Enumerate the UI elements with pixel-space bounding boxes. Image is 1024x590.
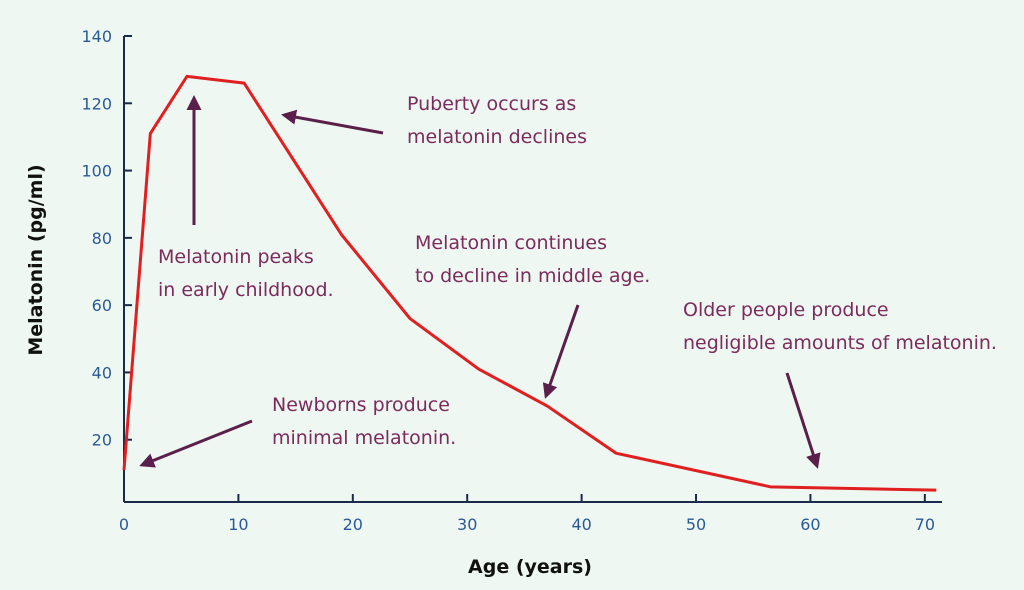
y-tick-label: 100 <box>81 162 112 181</box>
x-tick-label: 10 <box>228 515 248 534</box>
x-tick-label: 0 <box>119 515 129 534</box>
annotation: in early childhood. <box>158 279 334 301</box>
annotation: Melatonin peaks <box>158 246 314 268</box>
x-tick-label: 70 <box>915 515 935 534</box>
x-tick-label: 20 <box>343 515 363 534</box>
y-axis-label: Melatonin (pg/ml) <box>25 164 47 355</box>
y-tick-label: 20 <box>92 431 112 450</box>
annotation: Puberty occurs as <box>407 93 576 115</box>
annotation: minimal melatonin. <box>272 427 456 449</box>
line <box>122 74 937 492</box>
arrow <box>785 372 821 469</box>
annotation: Newborns produce <box>272 394 450 416</box>
annotation: melatonin declines <box>407 126 587 148</box>
x-tick-label: 50 <box>686 515 706 534</box>
x-tick-label: 60 <box>800 515 820 534</box>
y-tick-label: 60 <box>92 296 112 315</box>
x-tick-label: 30 <box>457 515 477 534</box>
arrow <box>281 109 384 135</box>
y-tick-label: 40 <box>92 363 112 382</box>
y-tick-label: 80 <box>92 229 112 248</box>
y-tick-label: 120 <box>81 94 112 113</box>
annotation: to decline in middle age. <box>415 265 650 287</box>
annotation: negligible amounts of melatonin. <box>683 332 997 354</box>
arrows <box>139 95 821 469</box>
x-tick-label: 40 <box>571 515 591 534</box>
annotation: Older people produce <box>683 299 889 321</box>
annotation: Melatonin continues <box>415 232 607 254</box>
arrow <box>542 304 580 399</box>
y-tick-label: 140 <box>81 27 112 46</box>
x-axis-label: Age (years) <box>468 556 592 578</box>
arrow <box>139 419 253 468</box>
